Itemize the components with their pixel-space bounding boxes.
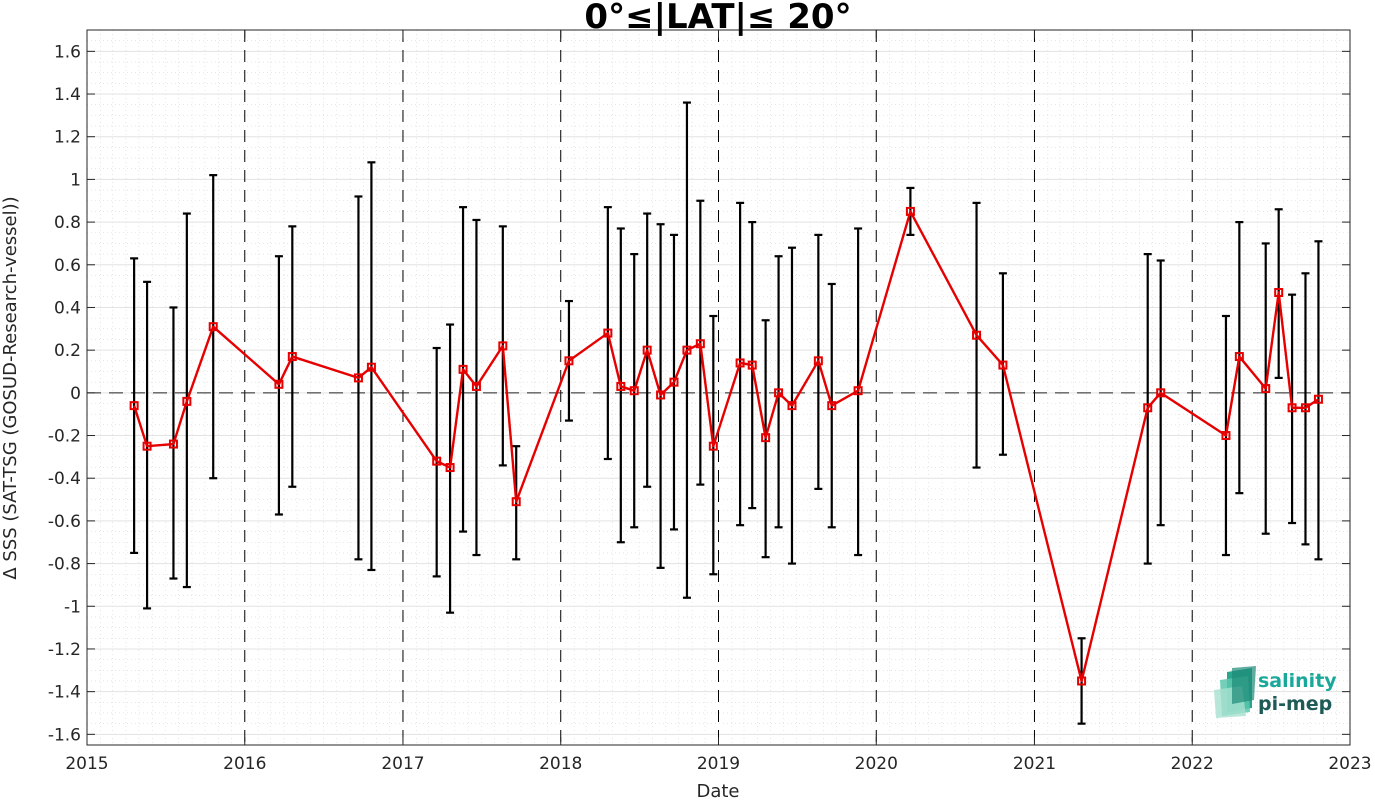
data-point: [1287, 403, 1297, 413]
data-point: [998, 360, 1008, 370]
y-tick-label: -0.4: [48, 469, 81, 489]
data-point: [708, 441, 718, 451]
x-tick-label: 2016: [223, 754, 266, 774]
data-point: [603, 328, 613, 338]
y-tick-label: 0.8: [54, 213, 81, 233]
y-tick-label: -1.6: [48, 725, 81, 745]
data-point: [445, 463, 455, 473]
logo-text-pi-mep: pi-mep: [1258, 693, 1332, 715]
data-point: [1300, 403, 1310, 413]
data-point: [511, 497, 521, 507]
data-point: [1221, 431, 1231, 441]
data-point: [1313, 394, 1323, 404]
logo-text-salinity: salinity: [1258, 670, 1337, 692]
data-point: [287, 352, 297, 362]
y-tick-label: 1.4: [54, 85, 81, 105]
data-point: [813, 356, 823, 366]
data-point: [498, 341, 508, 351]
y-tick-label: -1.2: [48, 640, 81, 660]
data-point: [1077, 676, 1087, 686]
reference-lines: [87, 30, 1350, 745]
data-point: [1261, 384, 1271, 394]
series-line: [132, 210, 1320, 683]
y-tick-label: -0.2: [48, 427, 81, 447]
data-point: [761, 433, 771, 443]
data-point: [366, 362, 376, 372]
data-point: [458, 364, 468, 374]
y-axis-label: Δ SSS (SAT-TSG (GOSUD-Research-vessel)): [0, 196, 21, 579]
data-point: [208, 322, 218, 332]
data-point: [695, 339, 705, 349]
data-point: [735, 358, 745, 368]
x-axis-label: Date: [696, 781, 739, 801]
data-point: [629, 386, 639, 396]
data-point: [129, 401, 139, 411]
data-point: [656, 390, 666, 400]
series-polyline: [132, 210, 1320, 683]
data-point: [274, 379, 284, 389]
x-tick-label: 2020: [855, 754, 898, 774]
x-tick-label: 2017: [381, 754, 424, 774]
x-tick-label: 2019: [697, 754, 740, 774]
x-tick-labels: 2015 2016 2017 2018 2019 2020 2021 2022 2023: [65, 754, 1371, 774]
y-tick-label: 0: [70, 384, 81, 404]
y-tick-label: 1.6: [54, 42, 81, 62]
data-point: [616, 381, 626, 391]
y-tick-label: -0.8: [48, 555, 81, 575]
data-point: [774, 388, 784, 398]
data-point: [827, 401, 837, 411]
data-point: [669, 377, 679, 387]
salinity-pi-mep-logo: salinity pi-mep: [1214, 666, 1337, 718]
data-point: [142, 441, 152, 451]
data-point: [682, 345, 692, 355]
x-tick-label: 2023: [1328, 754, 1371, 774]
data-point: [1234, 352, 1244, 362]
data-point: [182, 396, 192, 406]
y-tick-labels: -1.6 -1.4 -1.2 -1 -0.8 -0.6 -0.4 -0.2 0 0.2 0.4 0.6…: [48, 42, 81, 745]
data-point: [747, 360, 757, 370]
axis-ticks: [86, 30, 1351, 745]
y-tick-label: 0.6: [54, 256, 81, 276]
chart-title: 0°≤|LAT|≤ 20°: [584, 0, 851, 37]
y-tick-label: 0.4: [54, 298, 81, 318]
data-point: [353, 373, 363, 383]
data-point: [1156, 388, 1166, 398]
x-tick-label: 2015: [65, 754, 108, 774]
data-point: [972, 330, 982, 340]
data-point: [564, 356, 574, 366]
y-tick-label: -1.4: [48, 683, 81, 703]
y-tick-label: 0.2: [54, 341, 81, 361]
data-point: [1274, 288, 1284, 298]
data-point: [642, 345, 652, 355]
data-point: [471, 381, 481, 391]
data-point: [1143, 403, 1153, 413]
y-tick-label: 1: [70, 170, 81, 190]
data-point: [905, 206, 915, 216]
logo-mark-icon: [1214, 666, 1256, 718]
series-markers: [129, 206, 1323, 686]
data-point: [168, 439, 178, 449]
data-point: [853, 386, 863, 396]
x-tick-label: 2022: [1171, 754, 1214, 774]
data-point: [432, 456, 442, 466]
x-tick-label: 2021: [1013, 754, 1056, 774]
y-tick-label: 1.2: [54, 128, 81, 148]
x-tick-label: 2018: [539, 754, 582, 774]
y-tick-label: -0.6: [48, 512, 81, 532]
data-point: [787, 401, 797, 411]
y-tick-label: -1: [64, 597, 81, 617]
